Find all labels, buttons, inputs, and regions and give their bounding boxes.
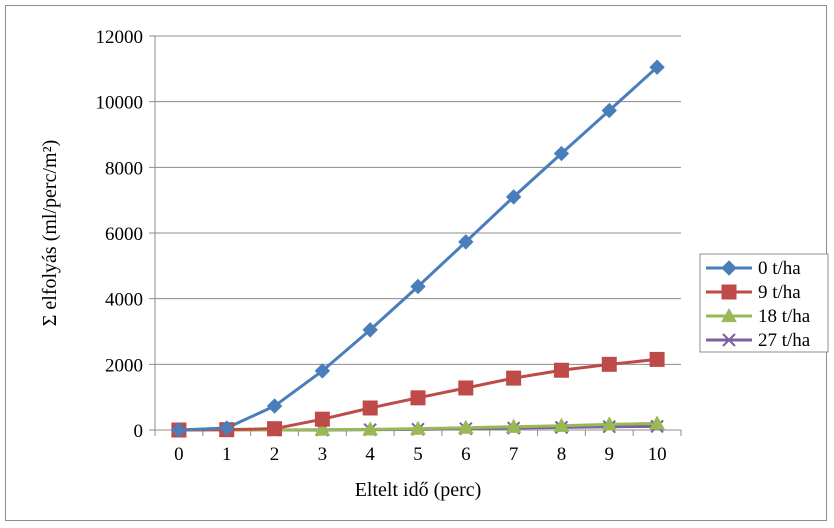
data-point bbox=[505, 189, 522, 205]
gridlines bbox=[155, 35, 681, 365]
data-point bbox=[314, 363, 331, 379]
data-point bbox=[457, 419, 474, 434]
data-point bbox=[649, 59, 665, 75]
y-tick-label: 10000 bbox=[96, 93, 144, 114]
x-tick-label: 3 bbox=[318, 444, 328, 465]
y-axis-title: Σ elfolyás (ml/perc/m²) bbox=[39, 140, 61, 326]
y-tick-label: 8000 bbox=[105, 158, 143, 179]
series-lines bbox=[178, 66, 659, 432]
legend-swatch-marker bbox=[721, 307, 737, 323]
legend-label: 9 t/ha bbox=[758, 282, 801, 303]
x-tick-label: 5 bbox=[413, 444, 423, 465]
y-tick-label: 12000 bbox=[96, 27, 144, 48]
series-markers bbox=[171, 59, 665, 438]
series-line-0-t-ha bbox=[178, 66, 659, 432]
legend-entry: 9 t/ha bbox=[706, 282, 801, 303]
data-point bbox=[601, 102, 617, 119]
axes bbox=[149, 35, 682, 436]
data-point bbox=[505, 418, 522, 433]
x-tick-label: 10 bbox=[648, 444, 667, 465]
data-point bbox=[219, 420, 235, 436]
x-tick-label: 4 bbox=[365, 444, 375, 465]
y-tick-label: 0 bbox=[134, 421, 144, 442]
data-point bbox=[171, 422, 187, 438]
x-tick-label: 9 bbox=[605, 444, 615, 465]
legend-box bbox=[699, 253, 829, 353]
data-point bbox=[410, 390, 426, 406]
legend-swatch-marker bbox=[722, 333, 736, 347]
x-tick-label: 1 bbox=[222, 444, 232, 465]
x-tick-label: 6 bbox=[461, 444, 471, 465]
data-point bbox=[649, 415, 665, 430]
data-point bbox=[553, 362, 569, 378]
legend-swatch-marker bbox=[721, 284, 737, 300]
data-point bbox=[266, 398, 283, 414]
legend-entry: 27 t/ha bbox=[706, 330, 811, 351]
data-point bbox=[410, 420, 426, 435]
legend-swatch-marker bbox=[721, 260, 737, 276]
legend-entry: 0 t/ha bbox=[706, 258, 801, 279]
x-marker-stroke bbox=[722, 333, 736, 347]
data-point bbox=[601, 356, 617, 372]
legend-entry: 18 t/ha bbox=[706, 306, 811, 327]
legend-label: 18 t/ha bbox=[758, 306, 811, 327]
x-tick-label: 7 bbox=[509, 444, 519, 465]
x-tick-label: 2 bbox=[270, 444, 280, 465]
data-point bbox=[362, 400, 378, 416]
y-tick-label: 2000 bbox=[105, 355, 143, 376]
x-axis-title: Eltelt idő (perc) bbox=[355, 479, 482, 501]
data-point bbox=[553, 417, 570, 432]
data-point bbox=[458, 234, 474, 250]
legend-label: 0 t/ha bbox=[758, 258, 801, 279]
data-point bbox=[314, 421, 331, 436]
y-tick-label: 6000 bbox=[105, 224, 143, 245]
data-point bbox=[362, 322, 378, 338]
data-point bbox=[362, 421, 379, 436]
x-tick-label: 8 bbox=[557, 444, 567, 465]
legend: 0 t/ha 9 t/ha 18 t/ha 27 t/ha bbox=[699, 253, 829, 353]
data-point bbox=[506, 370, 522, 386]
data-point bbox=[601, 416, 618, 431]
data-point bbox=[458, 380, 474, 396]
x-tick-label: 0 bbox=[174, 444, 184, 465]
chart-frame bbox=[5, 5, 827, 521]
y-tick-labels: 0 2000 4000 6000 8000 10000 12000 bbox=[96, 27, 144, 442]
data-point bbox=[267, 421, 283, 437]
x-tick-labels: 0 1 2 3 4 5 6 7 8 9 10 bbox=[174, 444, 666, 465]
legend-label: 27 t/ha bbox=[758, 330, 811, 351]
data-point bbox=[553, 145, 570, 162]
data-point bbox=[410, 278, 426, 295]
data-point bbox=[314, 411, 330, 427]
y-tick-label: 4000 bbox=[105, 290, 143, 311]
data-point bbox=[649, 351, 665, 367]
